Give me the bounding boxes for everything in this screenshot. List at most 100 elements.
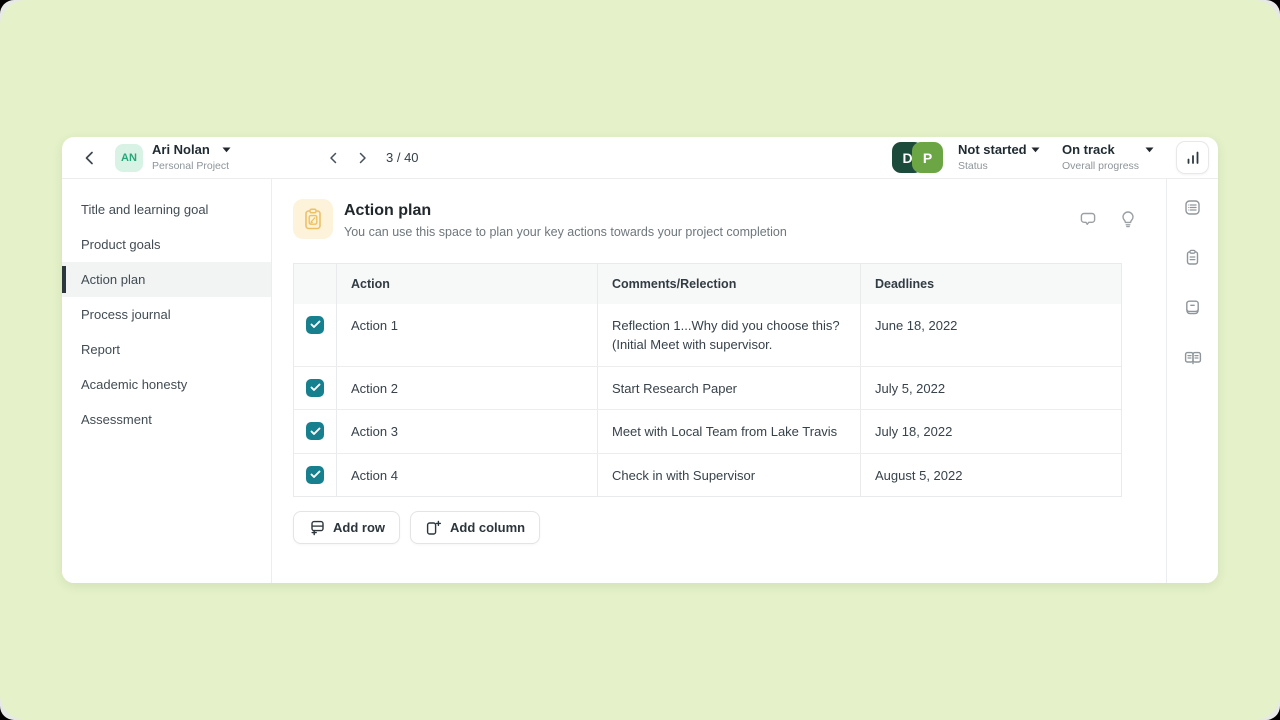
back-chevron-icon <box>85 151 93 164</box>
notebook-icon[interactable] <box>1183 298 1202 317</box>
row-comment[interactable]: Start Research Paper <box>598 366 861 410</box>
section-title-block: Action plan You can use this space to pl… <box>344 199 787 239</box>
sidebar-item-process-journal[interactable]: Process journal <box>62 297 271 332</box>
user-dropdown[interactable]: Ari Nolan Personal Project <box>152 142 231 172</box>
user-name: Ari Nolan <box>152 142 210 157</box>
brand-letter-p: P <box>912 142 943 173</box>
column-header-action: Action <box>337 264 598 304</box>
add-column-label: Add column <box>450 520 526 536</box>
sidebar-item-report[interactable]: Report <box>62 332 271 367</box>
next-page-button[interactable] <box>352 148 372 168</box>
user-subtitle: Personal Project <box>152 159 230 172</box>
comment-icon[interactable] <box>1077 208 1099 230</box>
row-checkbox-cell <box>294 453 337 497</box>
avatar: AN <box>115 143 143 172</box>
row-checkbox-cell <box>294 410 337 453</box>
table-row: Action 3 Meet with Local Team from Lake … <box>294 409 1121 453</box>
caret-down-icon <box>1031 147 1040 153</box>
section-actions <box>1077 199 1138 230</box>
top-bar: AN Ari Nolan Personal Project <box>62 137 1218 179</box>
topbar-user-section: AN Ari Nolan Personal Project <box>62 142 272 172</box>
checkmark-icon <box>310 383 320 392</box>
status-caption: Status <box>958 159 988 172</box>
column-header-comments: Comments/Relection <box>598 264 861 304</box>
table-body: Action 1 Reflection 1...Why did you choo… <box>294 303 1121 497</box>
page-indicator: 3 / 40 <box>386 150 419 165</box>
row-checkbox[interactable] <box>306 315 324 334</box>
row-checkbox[interactable] <box>306 465 324 484</box>
clipboard-icon[interactable] <box>1183 248 1202 267</box>
table-header-row: Action Comments/Relection Deadlines <box>294 264 1121 304</box>
prev-page-icon <box>330 152 337 163</box>
row-action[interactable]: Action 3 <box>337 410 598 453</box>
page-navigation: 3 / 40 <box>324 148 419 168</box>
sidebar-item-label: Product goals <box>81 237 161 252</box>
row-deadline[interactable]: June 18, 2022 <box>875 317 958 333</box>
sidebar: Title and learning goal Product goals Ac… <box>62 179 272 583</box>
sidebar-item-assessment[interactable]: Assessment <box>62 402 271 437</box>
sidebar-item-label: Assessment <box>81 412 152 427</box>
back-button[interactable] <box>79 147 101 169</box>
sidebar-item-label: Report <box>81 342 121 357</box>
sidebar-item-academic-honesty[interactable]: Academic honesty <box>62 367 271 402</box>
add-column-icon <box>426 520 442 535</box>
table-row: Action 2 Start Research Paper July 5, 20… <box>294 365 1121 410</box>
sidebar-item-label: Process journal <box>81 307 171 322</box>
add-row-label: Add row <box>333 520 385 536</box>
lightbulb-icon[interactable] <box>1118 208 1138 230</box>
add-row-button[interactable]: Add row <box>293 511 400 545</box>
section-header: Action plan You can use this space to pl… <box>272 179 1166 239</box>
row-comment[interactable]: Meet with Local Team from Lake Travis <box>598 410 861 453</box>
sidebar-item-label: Academic honesty <box>81 377 188 392</box>
checkmark-icon <box>310 320 320 329</box>
row-checkbox-cell <box>294 366 337 410</box>
checkmark-icon <box>310 427 320 435</box>
table-actions: Add row Add column <box>293 511 1166 545</box>
row-checkbox[interactable] <box>306 422 324 441</box>
sidebar-item-label: Title and learning goal <box>81 202 209 217</box>
sidebar-item-label: Action plan <box>81 272 146 287</box>
main-content: Action plan You can use this space to pl… <box>272 179 1166 583</box>
sidebar-item-action-plan[interactable]: Action plan <box>62 262 271 297</box>
row-checkbox-cell <box>294 303 337 366</box>
next-page-icon <box>359 152 366 163</box>
open-book-icon[interactable] <box>1183 348 1203 367</box>
caret-down-icon <box>1145 147 1154 153</box>
progress-value: On track <box>1062 142 1115 157</box>
page-subtitle: You can use this space to plan your key … <box>344 225 787 239</box>
table-row: Action 1 Reflection 1...Why did you choo… <box>294 303 1121 366</box>
column-header-deadlines: Deadlines <box>875 277 935 291</box>
sidebar-item-title-and-learning-goal[interactable]: Title and learning goal <box>62 192 271 227</box>
clipboard-pencil-icon <box>293 199 333 239</box>
status-value: Not started <box>958 142 1027 157</box>
table-row: Action 4 Check in with Supervisor August… <box>294 452 1121 497</box>
add-column-button[interactable]: Add column <box>410 511 541 545</box>
right-rail <box>1166 179 1218 583</box>
row-deadline[interactable]: July 5, 2022 <box>875 380 946 396</box>
row-comment[interactable]: Reflection 1...Why did you choose this? … <box>598 303 861 366</box>
progress-caption: Overall progress <box>1062 159 1140 172</box>
checkmark-icon <box>310 470 320 479</box>
app-window: AN Ari Nolan Personal Project <box>62 137 1218 583</box>
row-action[interactable]: Action 4 <box>337 453 598 497</box>
row-comment[interactable]: Check in with Supervisor <box>598 453 861 497</box>
list-box-icon[interactable] <box>1183 198 1202 217</box>
row-action[interactable]: Action 1 <box>337 303 598 366</box>
prev-page-button[interactable] <box>324 148 344 168</box>
sidebar-item-product-goals[interactable]: Product goals <box>62 227 271 262</box>
add-row-icon <box>311 521 324 536</box>
analytics-button[interactable] <box>1176 141 1209 174</box>
row-deadline[interactable]: July 18, 2022 <box>875 424 953 440</box>
row-checkbox[interactable] <box>306 378 324 397</box>
action-plan-table: Action Comments/Relection Deadlines Acti… <box>293 263 1122 498</box>
row-action[interactable]: Action 2 <box>337 366 598 410</box>
dp-brand-logo: D P <box>892 142 943 173</box>
page-title: Action plan <box>344 202 432 219</box>
status-dropdown[interactable]: Not started Status <box>958 142 1040 172</box>
progress-dropdown[interactable]: On track Overall progress <box>1062 142 1154 172</box>
bar-chart-icon <box>1187 151 1198 164</box>
caret-down-icon <box>222 147 231 153</box>
row-deadline[interactable]: August 5, 2022 <box>875 467 963 483</box>
